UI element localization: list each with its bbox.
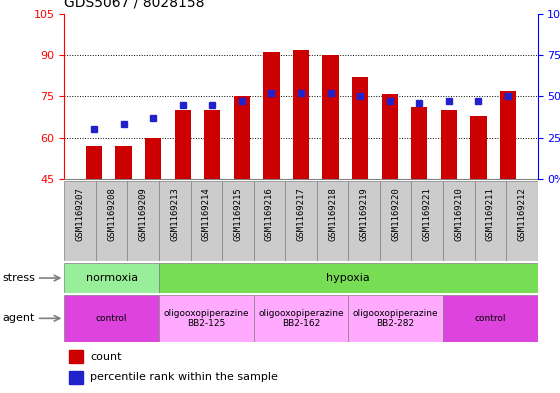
- Text: GSM1169217: GSM1169217: [296, 187, 306, 241]
- Bar: [470, 116, 487, 179]
- Text: oligooxopiperazine
BB2-282: oligooxopiperazine BB2-282: [353, 309, 438, 328]
- Bar: [64, 295, 159, 342]
- Bar: [254, 181, 285, 261]
- Bar: [443, 295, 538, 342]
- Text: GSM1169216: GSM1169216: [265, 187, 274, 241]
- Bar: [69, 350, 83, 363]
- Bar: [64, 181, 96, 261]
- Bar: [175, 110, 191, 179]
- Bar: [323, 55, 339, 179]
- Bar: [145, 138, 161, 179]
- Bar: [222, 181, 254, 261]
- Text: stress: stress: [3, 273, 36, 283]
- Text: control: control: [474, 314, 506, 323]
- Text: GSM1169214: GSM1169214: [202, 187, 211, 241]
- Bar: [381, 94, 398, 179]
- Text: GSM1169209: GSM1169209: [139, 187, 148, 241]
- Bar: [500, 91, 516, 179]
- Text: GDS5067 / 8028158: GDS5067 / 8028158: [64, 0, 205, 10]
- Bar: [115, 146, 132, 179]
- Bar: [64, 263, 159, 293]
- Text: oligooxopiperazine
BB2-125: oligooxopiperazine BB2-125: [164, 309, 249, 328]
- Text: control: control: [96, 314, 128, 323]
- Text: GSM1169219: GSM1169219: [360, 187, 368, 241]
- Bar: [96, 181, 128, 261]
- Bar: [443, 181, 474, 261]
- Bar: [159, 181, 190, 261]
- Text: GSM1169207: GSM1169207: [76, 187, 85, 241]
- Text: count: count: [90, 351, 122, 362]
- Text: GSM1169211: GSM1169211: [486, 187, 495, 241]
- Bar: [441, 110, 457, 179]
- Bar: [159, 295, 254, 342]
- Text: agent: agent: [3, 313, 35, 323]
- Bar: [263, 52, 279, 179]
- Bar: [204, 110, 221, 179]
- Bar: [159, 263, 538, 293]
- Bar: [190, 181, 222, 261]
- Text: hypoxia: hypoxia: [326, 273, 370, 283]
- Bar: [506, 181, 538, 261]
- Text: GSM1169221: GSM1169221: [423, 187, 432, 241]
- Bar: [128, 181, 159, 261]
- Bar: [86, 146, 102, 179]
- Bar: [317, 181, 348, 261]
- Text: GSM1169213: GSM1169213: [170, 187, 179, 241]
- Bar: [412, 181, 443, 261]
- Bar: [293, 50, 309, 179]
- Text: normoxia: normoxia: [86, 273, 138, 283]
- Text: percentile rank within the sample: percentile rank within the sample: [90, 372, 278, 382]
- Bar: [348, 295, 443, 342]
- Text: GSM1169212: GSM1169212: [517, 187, 526, 241]
- Bar: [285, 181, 317, 261]
- Text: oligooxopiperazine
BB2-162: oligooxopiperazine BB2-162: [258, 309, 344, 328]
- Bar: [348, 181, 380, 261]
- Bar: [352, 77, 368, 179]
- Bar: [411, 107, 427, 179]
- Bar: [474, 181, 506, 261]
- Bar: [254, 295, 348, 342]
- Bar: [69, 371, 83, 384]
- Bar: [380, 181, 412, 261]
- Text: GSM1169210: GSM1169210: [454, 187, 463, 241]
- Text: GSM1169208: GSM1169208: [107, 187, 116, 241]
- Text: GSM1169220: GSM1169220: [391, 187, 400, 241]
- Text: GSM1169218: GSM1169218: [328, 187, 337, 241]
- Text: GSM1169215: GSM1169215: [234, 187, 242, 241]
- Bar: [234, 96, 250, 179]
